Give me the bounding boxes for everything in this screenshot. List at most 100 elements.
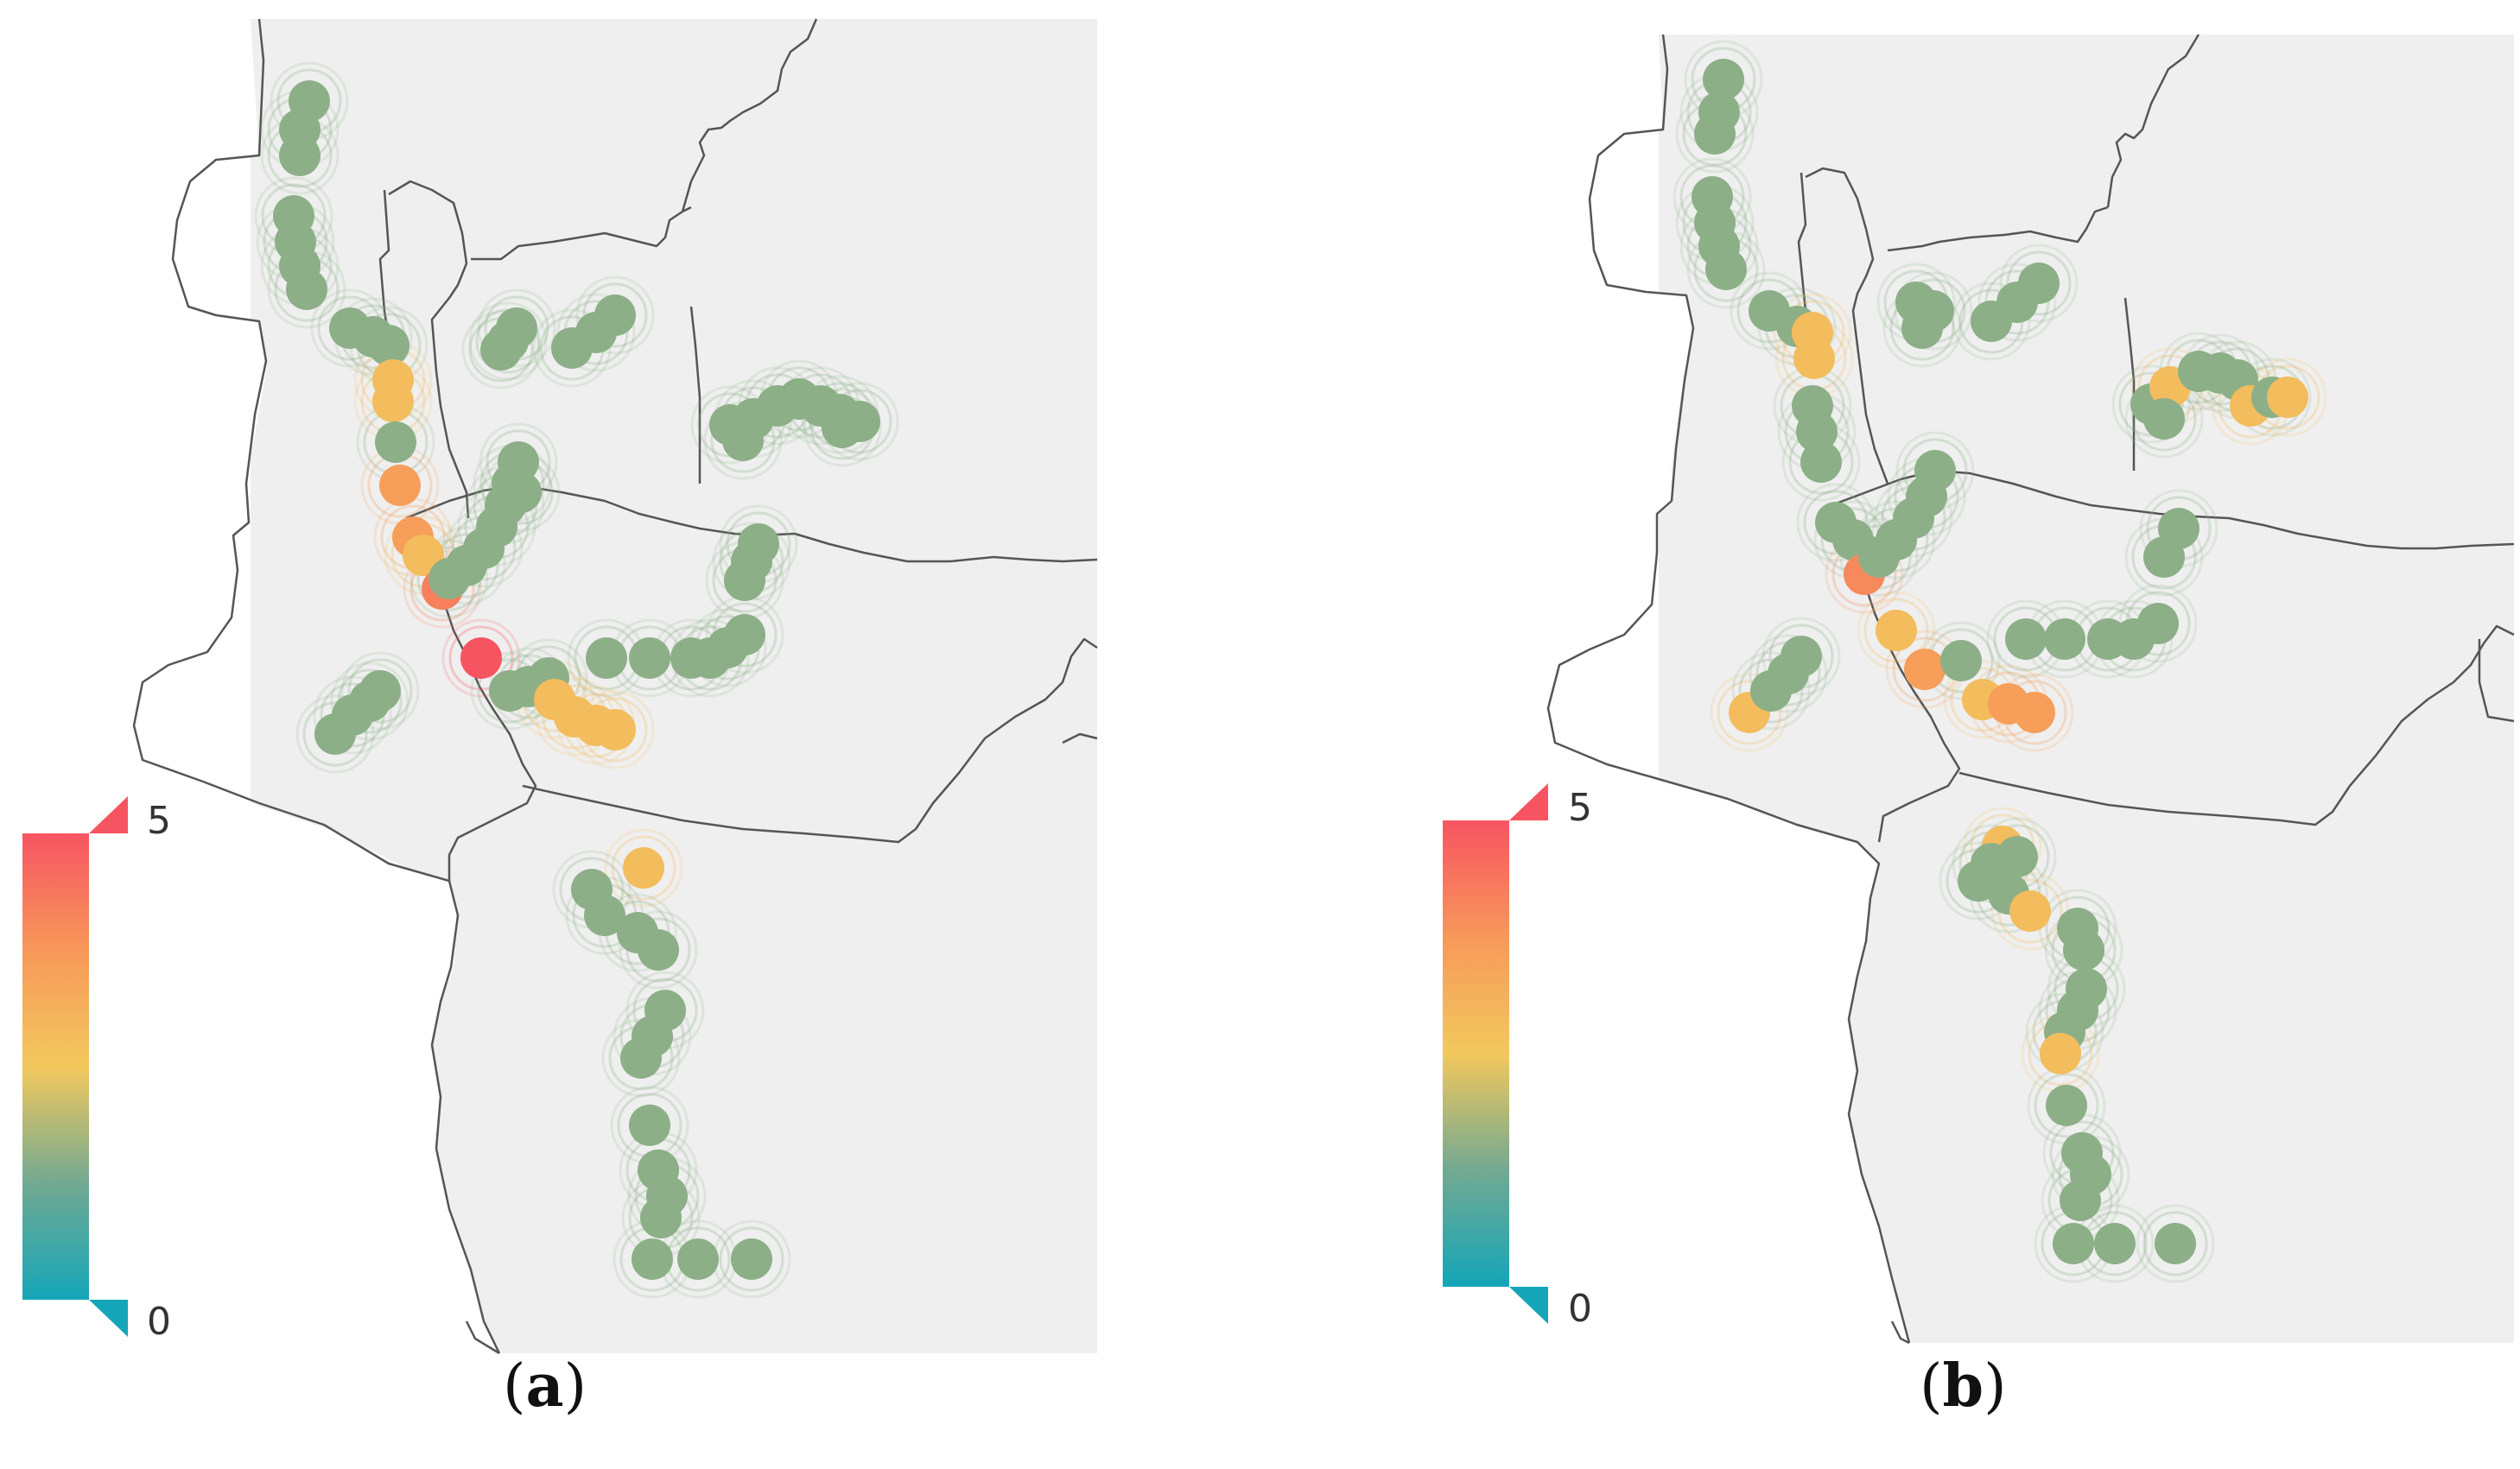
hotspot-dot — [2040, 1033, 2081, 1074]
hotspot-halo — [468, 301, 548, 381]
hotspot-dot — [1781, 636, 1822, 677]
hotspot-halo — [611, 835, 676, 901]
hotspot-halo — [1839, 517, 1919, 597]
hotspot-dot — [2137, 603, 2179, 644]
hotspot-dot — [724, 614, 765, 655]
hotspot-dot — [640, 1197, 682, 1238]
hotspot-dot — [731, 1238, 772, 1280]
hotspot-halo — [1999, 244, 2079, 323]
hotspot-halo — [409, 539, 489, 618]
hotspot-dot — [584, 895, 625, 936]
legend-max-triangle-b — [1509, 783, 1548, 820]
outside-area-left-b — [1546, 35, 1909, 1343]
panel-b: 5 0 — [1443, 34, 2515, 1345]
hotspot-dot — [586, 637, 627, 679]
panel-a: 5 0 — [22, 18, 1098, 1355]
hotspot-halo — [1952, 282, 2031, 361]
hotspot-halo — [2118, 371, 2184, 437]
hotspot-dot — [375, 421, 416, 463]
hotspot-dot — [1904, 649, 1946, 690]
hotspot-halo — [532, 308, 612, 388]
hotspot-dot — [2005, 618, 2047, 660]
hotspot-dot — [2143, 398, 2185, 440]
legend-bar-b — [1443, 820, 1509, 1287]
hotspot-halo — [477, 288, 556, 368]
hotspot-dot — [1914, 450, 1956, 491]
hotspot-dot — [372, 381, 414, 422]
hotspot-dot — [623, 847, 664, 889]
hotspot-halo — [340, 651, 420, 731]
panel-label-a-letter: a — [525, 1352, 564, 1421]
color-legend-b: 5 0 — [1443, 783, 1592, 1331]
hotspot-dot — [638, 929, 679, 971]
hotspot-dot — [2063, 929, 2104, 971]
hotspot-halo — [582, 282, 648, 348]
hotspot-halo — [448, 625, 514, 691]
hotspot-dot — [632, 1238, 673, 1280]
hotspot-halo — [1731, 651, 1811, 731]
hotspot-halo — [604, 828, 683, 908]
hotspot-dot — [722, 420, 764, 461]
hotspot-dot — [2009, 890, 2051, 932]
legend-max-label-a: 5 — [147, 799, 171, 843]
hotspot-halo — [2111, 364, 2191, 444]
hotspot-halo — [2136, 1204, 2215, 1283]
hotspot-dot — [620, 1037, 662, 1079]
hotspot-halo — [1710, 673, 1789, 752]
hotspot-halo — [1977, 263, 2057, 342]
hotspot-dot — [2046, 1085, 2087, 1126]
legend-min-label-a: 0 — [147, 1300, 171, 1344]
legend-max-label-b: 5 — [1568, 786, 1592, 830]
panel-label-b: (b) — [1920, 1352, 2007, 1421]
hotspot-halo — [441, 618, 521, 698]
hotspot-dot — [629, 637, 670, 679]
hotspot-halo — [1894, 271, 1973, 351]
hotspot-dot — [2267, 377, 2308, 418]
hotspot-dot — [286, 269, 327, 310]
hotspot-dot — [498, 441, 539, 483]
hotspot-dot — [1876, 610, 1917, 651]
hotspot-halo — [2006, 250, 2072, 316]
hotspot-dots-a — [254, 61, 899, 1299]
hotspot-dot — [1694, 113, 1736, 155]
hotspot-dot — [480, 329, 522, 370]
hotspot-halo — [2142, 1211, 2208, 1276]
hotspot-dot — [368, 325, 409, 366]
hotspot-halo — [295, 694, 375, 774]
hotspot-dot — [379, 465, 421, 506]
hotspot-dot — [677, 1238, 719, 1280]
hotspot-halo — [444, 509, 524, 588]
hotspot-halo — [2034, 1073, 2099, 1138]
hotspot-halo — [461, 310, 541, 389]
color-legend-a: 5 0 — [22, 796, 171, 1344]
hotspot-halo — [1738, 658, 1804, 724]
hotspot-halo — [1749, 634, 1828, 713]
legend-bar-a — [22, 833, 89, 1300]
panel-label-a: (a) — [503, 1352, 587, 1421]
hotspot-halo — [1857, 591, 1936, 670]
hotspot-dot — [460, 637, 502, 679]
hotspot-halo — [719, 1226, 784, 1292]
hotspot-dots-b — [1673, 40, 2327, 1283]
hotspot-halo — [575, 275, 655, 355]
legend-min-label-b: 0 — [1568, 1287, 1592, 1331]
hotspot-halo — [330, 662, 409, 741]
hotspot-dot — [1800, 441, 1842, 483]
hotspot-halo — [619, 910, 698, 990]
hotspot-dot — [1705, 249, 1747, 290]
outside-area-left-a — [130, 19, 499, 1353]
hotspot-dot — [2018, 263, 2060, 304]
legend-max-triangle-a — [89, 796, 128, 833]
hotspot-dot — [2155, 1223, 2196, 1264]
hotspot-dot — [2053, 1223, 2094, 1264]
hotspot-halo — [556, 293, 636, 372]
hotspot-halo — [302, 701, 368, 767]
hotspot-halo — [1863, 598, 1929, 663]
hotspot-dot — [1703, 59, 1744, 100]
hotspot-dot — [594, 294, 636, 336]
hotspot-dot — [1796, 411, 1838, 453]
hotspot-dot — [2060, 1180, 2101, 1221]
hotspot-dot — [279, 135, 321, 176]
hotspot-halo — [1803, 490, 1869, 555]
